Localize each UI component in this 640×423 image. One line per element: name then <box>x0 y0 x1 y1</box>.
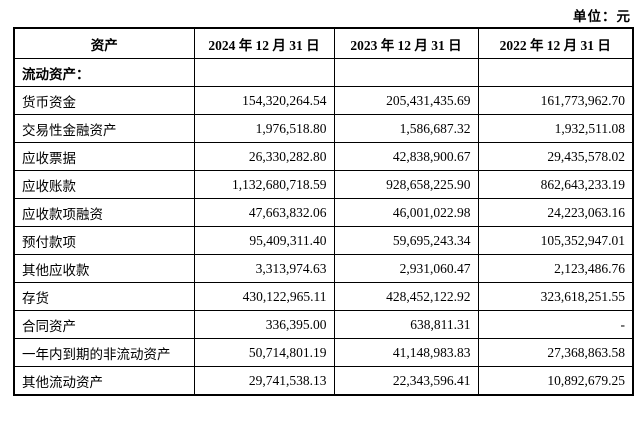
row-value-2023: 59,695,243.34 <box>333 226 479 255</box>
row-value-2023: 46,001,022.98 <box>333 198 479 227</box>
table-row-notes-receivable: 应收票据 26,330,282.80 42,838,900.67 29,435,… <box>13 142 634 171</box>
header-assets: 资产 <box>13 27 195 59</box>
row-value-2024: 1,976,518.80 <box>193 114 335 143</box>
row-label: 应收款项融资 <box>13 198 195 227</box>
row-label: 交易性金融资产 <box>13 114 195 143</box>
row-label: 其他应收款 <box>13 254 195 283</box>
row-value-2024: 26,330,282.80 <box>193 142 335 171</box>
table-row-receivables-financing: 应收款项融资 47,663,832.06 46,001,022.98 24,22… <box>13 198 634 227</box>
table-row-accounts-receivable: 应收账款 1,132,680,718.59 928,658,225.90 862… <box>13 170 634 199</box>
row-value-2023: 2,931,060.47 <box>333 254 479 283</box>
row-value-2023: 41,148,983.83 <box>333 338 479 367</box>
row-value-2023: 1,586,687.32 <box>333 114 479 143</box>
row-value-2024: 1,132,680,718.59 <box>193 170 335 199</box>
row-value-2022: 2,123,486.76 <box>477 254 634 283</box>
table-row-other-receivables: 其他应收款 3,313,974.63 2,931,060.47 2,123,48… <box>13 254 634 283</box>
table-row-monetary-funds: 货币资金 154,320,264.54 205,431,435.69 161,7… <box>13 86 634 115</box>
table-row-inventories: 存货 430,122,965.11 428,452,122.92 323,618… <box>13 282 634 311</box>
row-value-2022: 27,368,863.58 <box>477 338 634 367</box>
row-value-2023: 205,431,435.69 <box>333 86 479 115</box>
row-value-2024: 95,409,311.40 <box>193 226 335 255</box>
row-value-2024: 154,320,264.54 <box>193 86 335 115</box>
row-label: 应收账款 <box>13 170 195 199</box>
row-label: 货币资金 <box>13 86 195 115</box>
assets-balance-table: 资产 2024 年 12 月 31 日 2023 年 12 月 31 日 202… <box>13 27 634 396</box>
table-row-contract-assets: 合同资产 336,395.00 638,811.31 - <box>13 310 634 339</box>
row-value-2023: 42,838,900.67 <box>333 142 479 171</box>
row-value-2024: 3,313,974.63 <box>193 254 335 283</box>
table-header-row: 资产 2024 年 12 月 31 日 2023 年 12 月 31 日 202… <box>13 27 634 59</box>
row-value-2022: 10,892,679.25 <box>477 366 634 396</box>
table-row-noncurrent-assets-due-within-one-year: 一年内到期的非流动资产 50,714,801.19 41,148,983.83 … <box>13 338 634 367</box>
row-label: 预付款项 <box>13 226 195 255</box>
row-value-2022: 862,643,233.19 <box>477 170 634 199</box>
table-row-trading-financial-assets: 交易性金融资产 1,976,518.80 1,586,687.32 1,932,… <box>13 114 634 143</box>
row-value-2022: 24,223,063.16 <box>477 198 634 227</box>
header-date-2024: 2024 年 12 月 31 日 <box>193 27 335 59</box>
row-value-2023 <box>333 58 479 87</box>
row-value-2022: 1,932,511.08 <box>477 114 634 143</box>
row-value-2022: 29,435,578.02 <box>477 142 634 171</box>
row-value-2023: 638,811.31 <box>333 310 479 339</box>
row-value-2024: 47,663,832.06 <box>193 198 335 227</box>
row-value-2024 <box>193 58 335 87</box>
table-row-current-assets-section: 流动资产： <box>13 58 634 87</box>
header-date-2023: 2023 年 12 月 31 日 <box>333 27 479 59</box>
row-value-2022: 105,352,947.01 <box>477 226 634 255</box>
row-value-2022: - <box>477 310 634 339</box>
row-value-2024: 29,741,538.13 <box>193 366 335 396</box>
row-label: 其他流动资产 <box>13 366 195 396</box>
row-label: 流动资产： <box>13 58 195 87</box>
row-value-2023: 428,452,122.92 <box>333 282 479 311</box>
row-label: 一年内到期的非流动资产 <box>13 338 195 367</box>
row-label: 合同资产 <box>13 310 195 339</box>
table-row-prepayments: 预付款项 95,409,311.40 59,695,243.34 105,352… <box>13 226 634 255</box>
row-label: 存货 <box>13 282 195 311</box>
row-value-2022: 161,773,962.70 <box>477 86 634 115</box>
header-date-2022: 2022 年 12 月 31 日 <box>477 27 634 59</box>
row-value-2023: 22,343,596.41 <box>333 366 479 396</box>
row-value-2022 <box>477 58 634 87</box>
row-value-2023: 928,658,225.90 <box>333 170 479 199</box>
row-value-2022: 323,618,251.55 <box>477 282 634 311</box>
table-row-other-current-assets: 其他流动资产 29,741,538.13 22,343,596.41 10,89… <box>13 366 634 396</box>
row-value-2024: 430,122,965.11 <box>193 282 335 311</box>
row-value-2024: 50,714,801.19 <box>193 338 335 367</box>
row-value-2024: 336,395.00 <box>193 310 335 339</box>
unit-label: 单位：元 <box>573 9 631 24</box>
row-label: 应收票据 <box>13 142 195 171</box>
